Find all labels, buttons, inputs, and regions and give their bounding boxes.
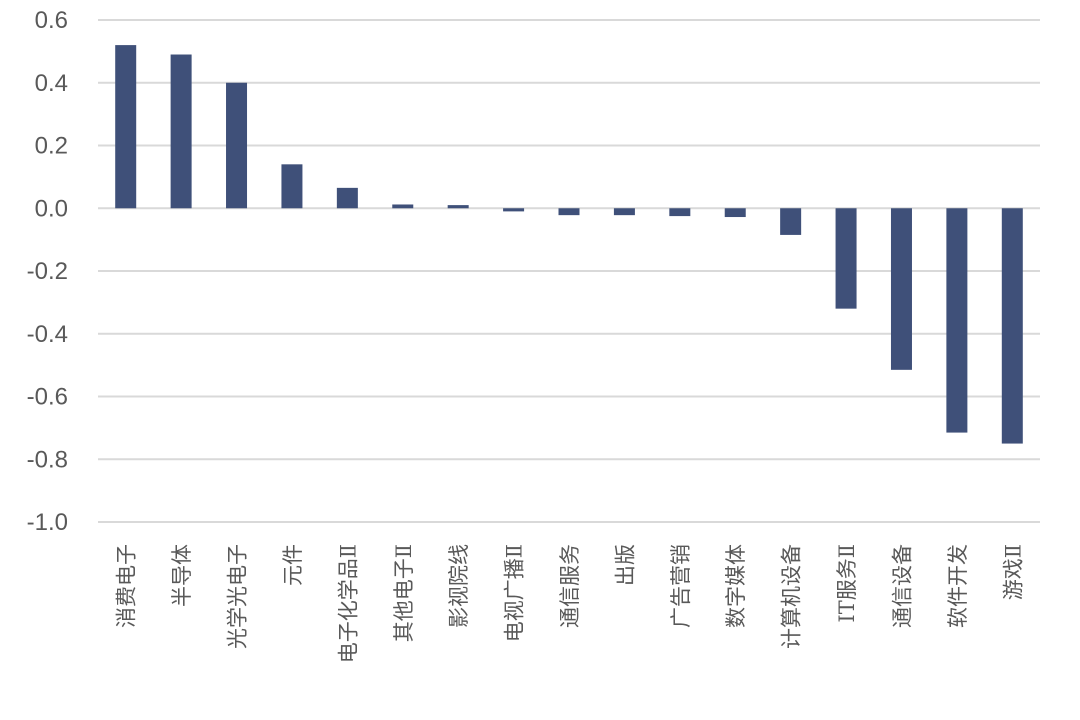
x-tick-label: 软件开发: [946, 544, 970, 628]
y-tick-label: -0.6: [27, 384, 68, 411]
x-tick-label: 半导体: [170, 544, 194, 607]
bar: [1001, 208, 1023, 444]
bar: [558, 208, 580, 216]
x-tick-label: 电视广播Ⅱ: [503, 544, 527, 642]
bars: [115, 45, 1023, 444]
x-tick-label: 电子化学品Ⅱ: [336, 544, 360, 663]
x-tick-label: 广告营销: [669, 544, 693, 628]
y-tick-label: 0.2: [35, 133, 68, 160]
bar: [669, 208, 691, 217]
x-tick-label: 光学光电子: [226, 544, 250, 649]
x-tick-label: 元件: [281, 544, 305, 586]
x-tick-label: 消费电子: [115, 544, 139, 628]
x-tick-label: 影视院线: [447, 544, 471, 628]
x-axis-ticks: 消费电子 半导体 光学光电子 元件 电子化学品Ⅱ 其他电子Ⅱ 影视院线 电视广播Ⅱ 通信服务 出版…: [115, 544, 1026, 663]
y-tick-label: -1.0: [27, 509, 68, 536]
y-tick-label: 0.6: [35, 7, 68, 34]
x-tick-label: 计算机设备: [780, 544, 804, 649]
x-tick-label: 出版: [613, 544, 637, 586]
y-axis-ticks: 0.6 0.4 0.2 0.0 -0.2 -0.4 -0.6 -0.8 -1.0: [27, 7, 68, 536]
bar: [281, 164, 303, 209]
bar: [503, 208, 525, 212]
x-tick-label: IT服务Ⅱ: [835, 544, 859, 623]
y-tick-label: -0.8: [27, 446, 68, 473]
bar: [835, 208, 857, 309]
x-tick-label: 其他电子Ⅱ: [392, 544, 416, 642]
grid-lines: [98, 19, 1040, 523]
x-tick-label: 通信设备: [890, 544, 914, 628]
bar: [115, 45, 137, 209]
x-tick-label: 数字媒体: [724, 544, 748, 628]
bar: [392, 204, 414, 209]
y-tick-label: 0.0: [35, 195, 68, 222]
bar: [780, 208, 802, 235]
y-tick-label: -0.2: [27, 258, 68, 285]
bar: [613, 208, 635, 216]
bar: [946, 208, 968, 433]
bar: [447, 205, 469, 209]
bar: [336, 187, 358, 209]
bar: [724, 208, 746, 218]
y-tick-label: 0.4: [35, 70, 68, 97]
y-tick-label: -0.4: [27, 321, 68, 348]
bar: [226, 82, 248, 209]
x-tick-label: 游戏Ⅱ: [1001, 544, 1025, 600]
x-tick-label: 通信服务: [558, 544, 582, 628]
bar: [170, 54, 192, 209]
bar: [890, 208, 912, 370]
